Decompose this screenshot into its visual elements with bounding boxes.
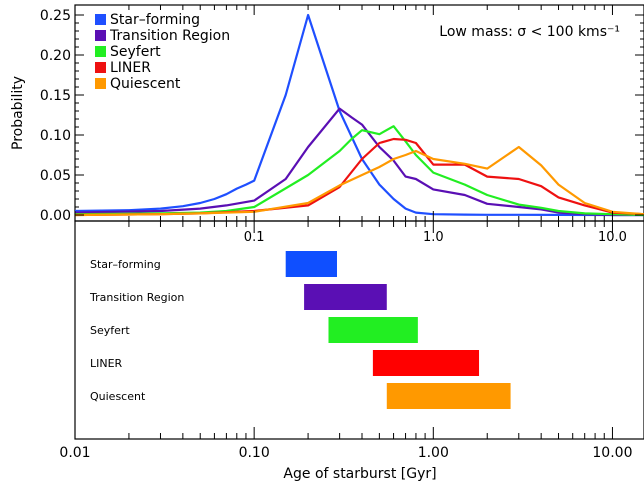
category-labels: Star–forming Transition Region Seyfert LINE… [89, 258, 184, 403]
top-x-tick-label: 1.0 [423, 230, 444, 245]
y-tick-label: 0.00 [40, 208, 71, 224]
top-x-tick-label: 0.1 [244, 230, 265, 245]
legend-swatch-2 [95, 46, 106, 57]
series-line-2 [74, 125, 644, 217]
category-label-2: Seyfert [90, 324, 130, 337]
legend-swatch-4 [95, 78, 106, 89]
age-range-bars [285, 251, 511, 409]
bottom-x-axis: 0.01 0.10 1.00 10.00 [59, 221, 632, 461]
top-y-axis-label: Probability [10, 76, 26, 150]
probability-curves [74, 13, 644, 217]
age-bar-4 [386, 383, 511, 409]
category-label-1: Transition Region [89, 291, 184, 304]
category-label-4: Quiescent [90, 390, 146, 403]
series-line-0 [74, 13, 644, 217]
age-range-panel: Star–forming Transition Region Seyfert LINE… [59, 220, 644, 482]
bottom-plot-frame [74, 220, 644, 440]
legend-label-4: Quiescent [110, 76, 181, 92]
legend-swatch-3 [95, 62, 106, 73]
bottom-x-tick-label: 0.01 [59, 445, 90, 461]
legend-label-2: Seyfert [110, 44, 161, 60]
legend-swatch-0 [95, 14, 106, 25]
age-bar-2 [328, 317, 418, 343]
bottom-x-axis-label: Age of starburst [Gyr] [283, 466, 436, 482]
probability-panel: 0.00 0.05 0.10 0.15 0.20 0.25 0.1 1.0 10.0 Prob… [10, 4, 644, 245]
series-line-4 [74, 145, 644, 217]
category-label-0: Star–forming [90, 258, 161, 271]
legend-label-0: Star–forming [110, 12, 200, 28]
top-x-tick-label: 10.0 [598, 230, 627, 245]
y-tick-label: 0.10 [40, 128, 71, 144]
y-tick-label: 0.05 [40, 168, 71, 184]
top-x-axis: 0.1 1.0 10.0 [74, 5, 627, 245]
bottom-x-tick-label: 0.10 [239, 445, 270, 461]
age-bar-3 [372, 350, 480, 376]
y-tick-label: 0.15 [40, 88, 71, 104]
age-bar-1 [304, 284, 387, 310]
age-bar-0 [285, 251, 337, 277]
y-tick-label: 0.20 [40, 48, 71, 64]
category-label-3: LINER [90, 357, 123, 370]
bottom-x-tick-label: 10.00 [592, 445, 632, 461]
y-tick-label: 0.25 [40, 8, 71, 24]
legend-swatch-1 [95, 30, 106, 41]
legend-label-1: Transition Region [109, 28, 230, 44]
series-line-1 [74, 107, 644, 217]
mass-annotation: Low mass: σ < 100 kms⁻¹ [439, 24, 620, 40]
top-y-axis: 0.00 0.05 0.10 0.15 0.20 0.25 [40, 8, 644, 224]
bottom-x-tick-label: 1.00 [418, 445, 449, 461]
legend-label-3: LINER [110, 60, 151, 76]
